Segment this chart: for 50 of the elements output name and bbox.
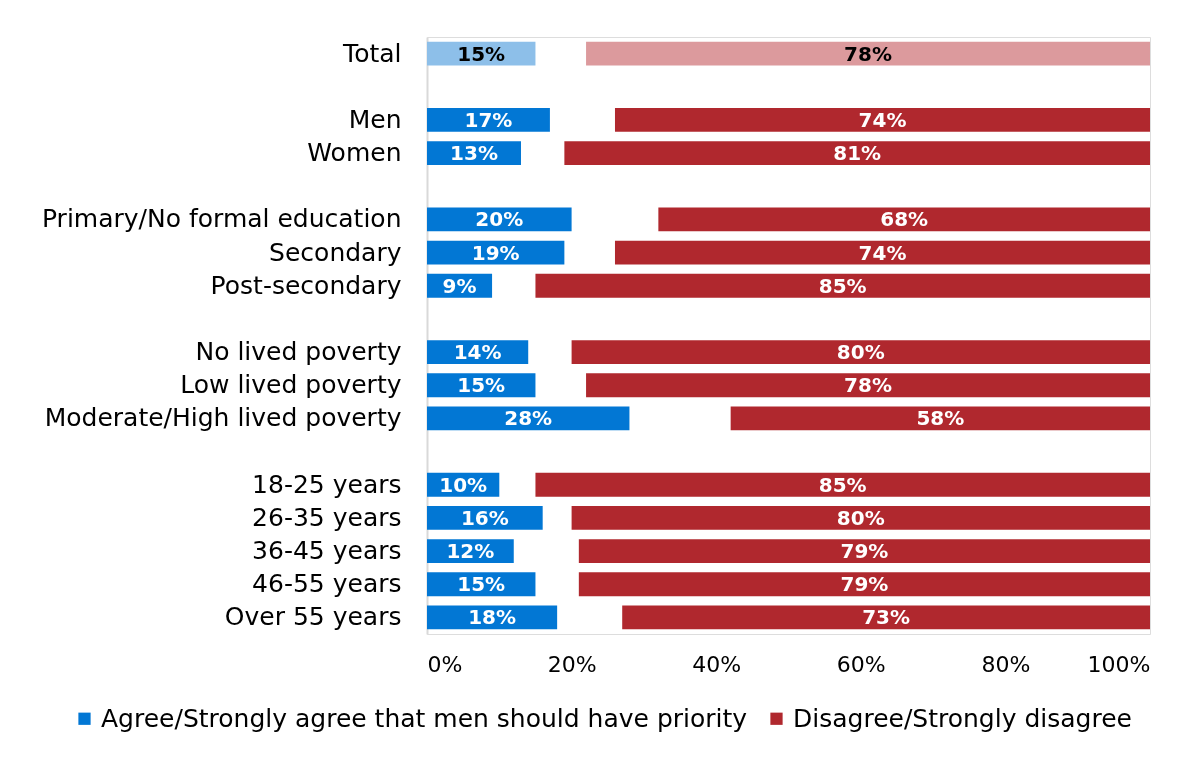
- y-tick-label: Primary/No formal education: [41, 204, 402, 234]
- x-tick-label: 0%: [427, 651, 463, 677]
- data-label: 16%: [460, 505, 509, 530]
- x-tick-label: 100%: [1087, 651, 1151, 677]
- data-label: 74%: [858, 240, 907, 265]
- y-tick-label: 18-25 years: [252, 469, 402, 499]
- data-label: 15%: [457, 41, 506, 66]
- data-label: 78%: [844, 41, 892, 66]
- data-label: 19%: [471, 240, 520, 265]
- y-tick-label: Moderate/High lived poverty: [44, 403, 402, 433]
- data-label: 73%: [862, 605, 911, 630]
- data-label: 18%: [468, 605, 517, 630]
- data-label: 17%: [464, 107, 513, 132]
- y-tick-label: Total: [342, 38, 402, 68]
- x-tick-label: 20%: [547, 651, 597, 677]
- data-label: 79%: [840, 539, 889, 564]
- data-label: 28%: [504, 406, 553, 431]
- data-label: 85%: [818, 273, 867, 298]
- legend-label: Disagree/Strongly disagree: [793, 703, 1132, 733]
- data-label: 68%: [880, 207, 929, 232]
- data-label: 74%: [858, 107, 907, 132]
- data-label: 10%: [439, 472, 488, 497]
- y-tick-label: Women: [307, 138, 402, 168]
- x-tick-label: 60%: [836, 651, 886, 677]
- y-tick-label: Secondary: [269, 237, 402, 267]
- data-label: 80%: [836, 505, 885, 530]
- y-tick-label: Low lived poverty: [180, 370, 402, 400]
- data-label: 78%: [844, 373, 892, 398]
- data-label: 80%: [836, 340, 885, 365]
- legend-label: Agree/Strongly agree that men should have priority: [101, 703, 748, 733]
- data-label: 85%: [818, 472, 867, 497]
- data-label: 15%: [457, 373, 506, 398]
- data-label: 58%: [916, 406, 965, 431]
- y-tick-label: Men: [348, 104, 402, 134]
- y-tick-label: Over 55 years: [224, 602, 402, 632]
- data-label: 14%: [453, 340, 502, 365]
- data-label: 20%: [475, 207, 524, 232]
- y-tick-label: 36-45 years: [252, 536, 402, 566]
- y-tick-label: Post-secondary: [210, 270, 402, 300]
- data-label: 15%: [457, 572, 506, 597]
- x-tick-label: 80%: [981, 651, 1031, 677]
- data-label: 79%: [840, 572, 889, 597]
- y-tick-label: 46-55 years: [252, 569, 402, 599]
- data-label: 9%: [442, 273, 477, 298]
- x-tick-label: 40%: [692, 651, 742, 677]
- data-label: 13%: [450, 141, 498, 166]
- y-tick-label: No lived poverty: [195, 337, 402, 367]
- y-tick-label: 26-35 years: [252, 502, 402, 532]
- data-label: 12%: [446, 539, 495, 564]
- data-label: 81%: [833, 141, 882, 166]
